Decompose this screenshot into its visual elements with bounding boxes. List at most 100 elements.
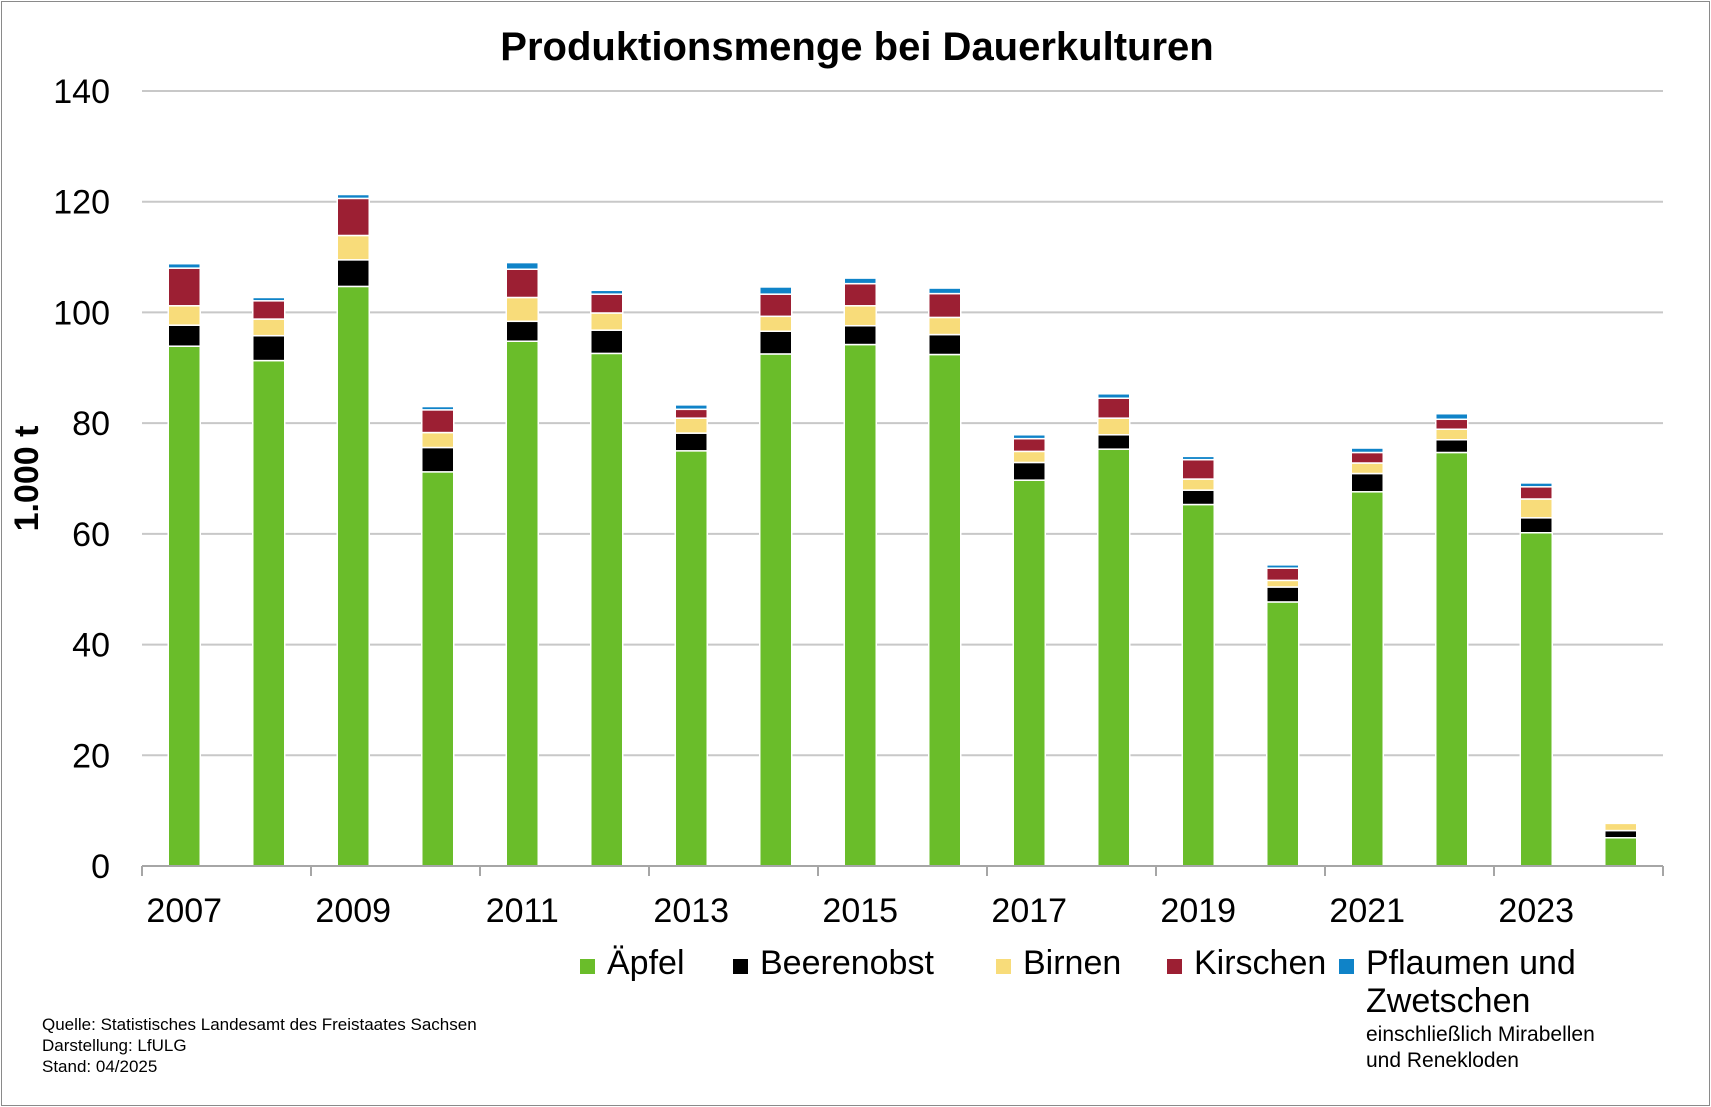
bar-segment [590,289,624,295]
bar-segment [1012,437,1046,453]
bar-segment [1604,829,1638,839]
bar-segment [336,259,370,288]
bar-segment [674,432,708,452]
source-note: Quelle: Statistisches Landesamt des Frei… [42,1014,477,1077]
bar-segment [1181,503,1215,867]
legend-swatch [1339,959,1354,974]
bar-segment [336,285,370,867]
bar-segment [1097,393,1131,399]
bar-segment [590,293,624,314]
bar-segment [1097,417,1131,436]
bar-segment [759,330,793,355]
legend-text: Pflaumen und Zwetschen einschließlich Mir… [1366,944,1621,1074]
bar-segment [843,324,877,346]
bar-segment [167,345,201,867]
bar-segment [590,329,624,355]
bar-segment [421,409,455,434]
x-tick-label: 2021 [1329,892,1405,930]
bar-segment [1181,455,1215,461]
bar-segment [421,431,455,449]
bar-segment [759,315,793,332]
bar-segment [336,234,370,261]
bar-segment [167,305,201,326]
legend-label: Beerenobst [760,944,934,982]
bar-segment [505,320,539,342]
y-axis-label: 1.000 t [8,426,46,532]
bar-segment [1181,489,1215,506]
bar-segment [1350,451,1384,464]
x-tick-label: 2009 [315,892,391,930]
legend-label: Kirschen [1194,944,1327,982]
bar-segment [421,471,455,867]
legend-item: Äpfel [580,944,685,982]
x-tick-label: 2023 [1498,892,1574,930]
bar-segment [336,193,370,200]
legend-item: Beerenobst [733,944,934,982]
bar-segment [167,267,201,307]
legend-swatch [1167,959,1182,974]
y-tick-label: 100 [53,294,110,332]
bar-segment [252,334,286,362]
y-tick-label: 140 [53,73,110,111]
bar-segment [505,296,539,323]
bar-segment [1266,586,1300,603]
bar-segment [1266,567,1300,582]
bar-segment [928,333,962,356]
x-tick-label: 2019 [1160,892,1236,930]
legend-text: Kirschen [1194,944,1326,982]
legend-text: Äpfel [607,944,685,982]
y-tick-label: 20 [72,737,110,775]
bar-segment [1181,478,1215,491]
bar-segment [1435,412,1469,421]
bar-segment [1266,601,1300,867]
bar-segment [1435,418,1469,430]
bar-segment [759,286,793,295]
bar-segment [928,316,962,336]
legend-swatch [580,959,595,974]
y-tick-label: 0 [91,848,110,886]
x-tick-label: 2011 [486,892,559,930]
date-line: Stand: 04/2025 [42,1057,158,1076]
bar-segment [167,262,201,269]
bar-segment [1012,479,1046,867]
bar-segment [1350,462,1384,475]
bar-segment [674,450,708,867]
source-line: Quelle: Statistisches Landesamt des Frei… [42,1015,477,1034]
legend-label: Birnen [1023,944,1122,982]
bar-segment [674,408,708,419]
bar-segment [928,287,962,295]
bar-segment [167,324,201,347]
x-tick-label: 2007 [146,892,222,930]
bar-segment [1012,461,1046,481]
bar-segment [252,318,286,337]
bar-segment [505,340,539,867]
bar-segment [928,292,962,319]
bar-segment [1519,498,1553,519]
bar-segment [843,277,877,285]
bar-segment [252,296,286,302]
bar-segment [1350,472,1384,493]
x-tick-label: 2015 [822,892,898,930]
bar-segment [1519,482,1553,488]
bar-segment [1519,517,1553,534]
legend-item: Kirschen [1167,944,1326,982]
bar-segment [759,293,793,318]
bar-segment [1435,451,1469,867]
bar-segment [590,312,624,331]
legend-swatch [733,959,748,974]
chart-title: Produktionsmenge bei Dauerkulturen [500,25,1213,69]
credit-line: Darstellung: LfULG [42,1036,187,1055]
legend-text: Beerenobst [760,944,934,982]
bar-segment [1266,579,1300,588]
legend-swatch [996,959,1011,974]
bar-segment [843,282,877,307]
bar-segment [1266,564,1300,569]
bar-segment [590,352,624,867]
x-tick-label: 2013 [653,892,729,930]
bar-segment [336,197,370,237]
bar-segment [1604,822,1638,832]
y-tick-label: 60 [72,516,110,554]
legend-text: Birnen [1023,944,1121,982]
bar-segment [421,405,455,411]
